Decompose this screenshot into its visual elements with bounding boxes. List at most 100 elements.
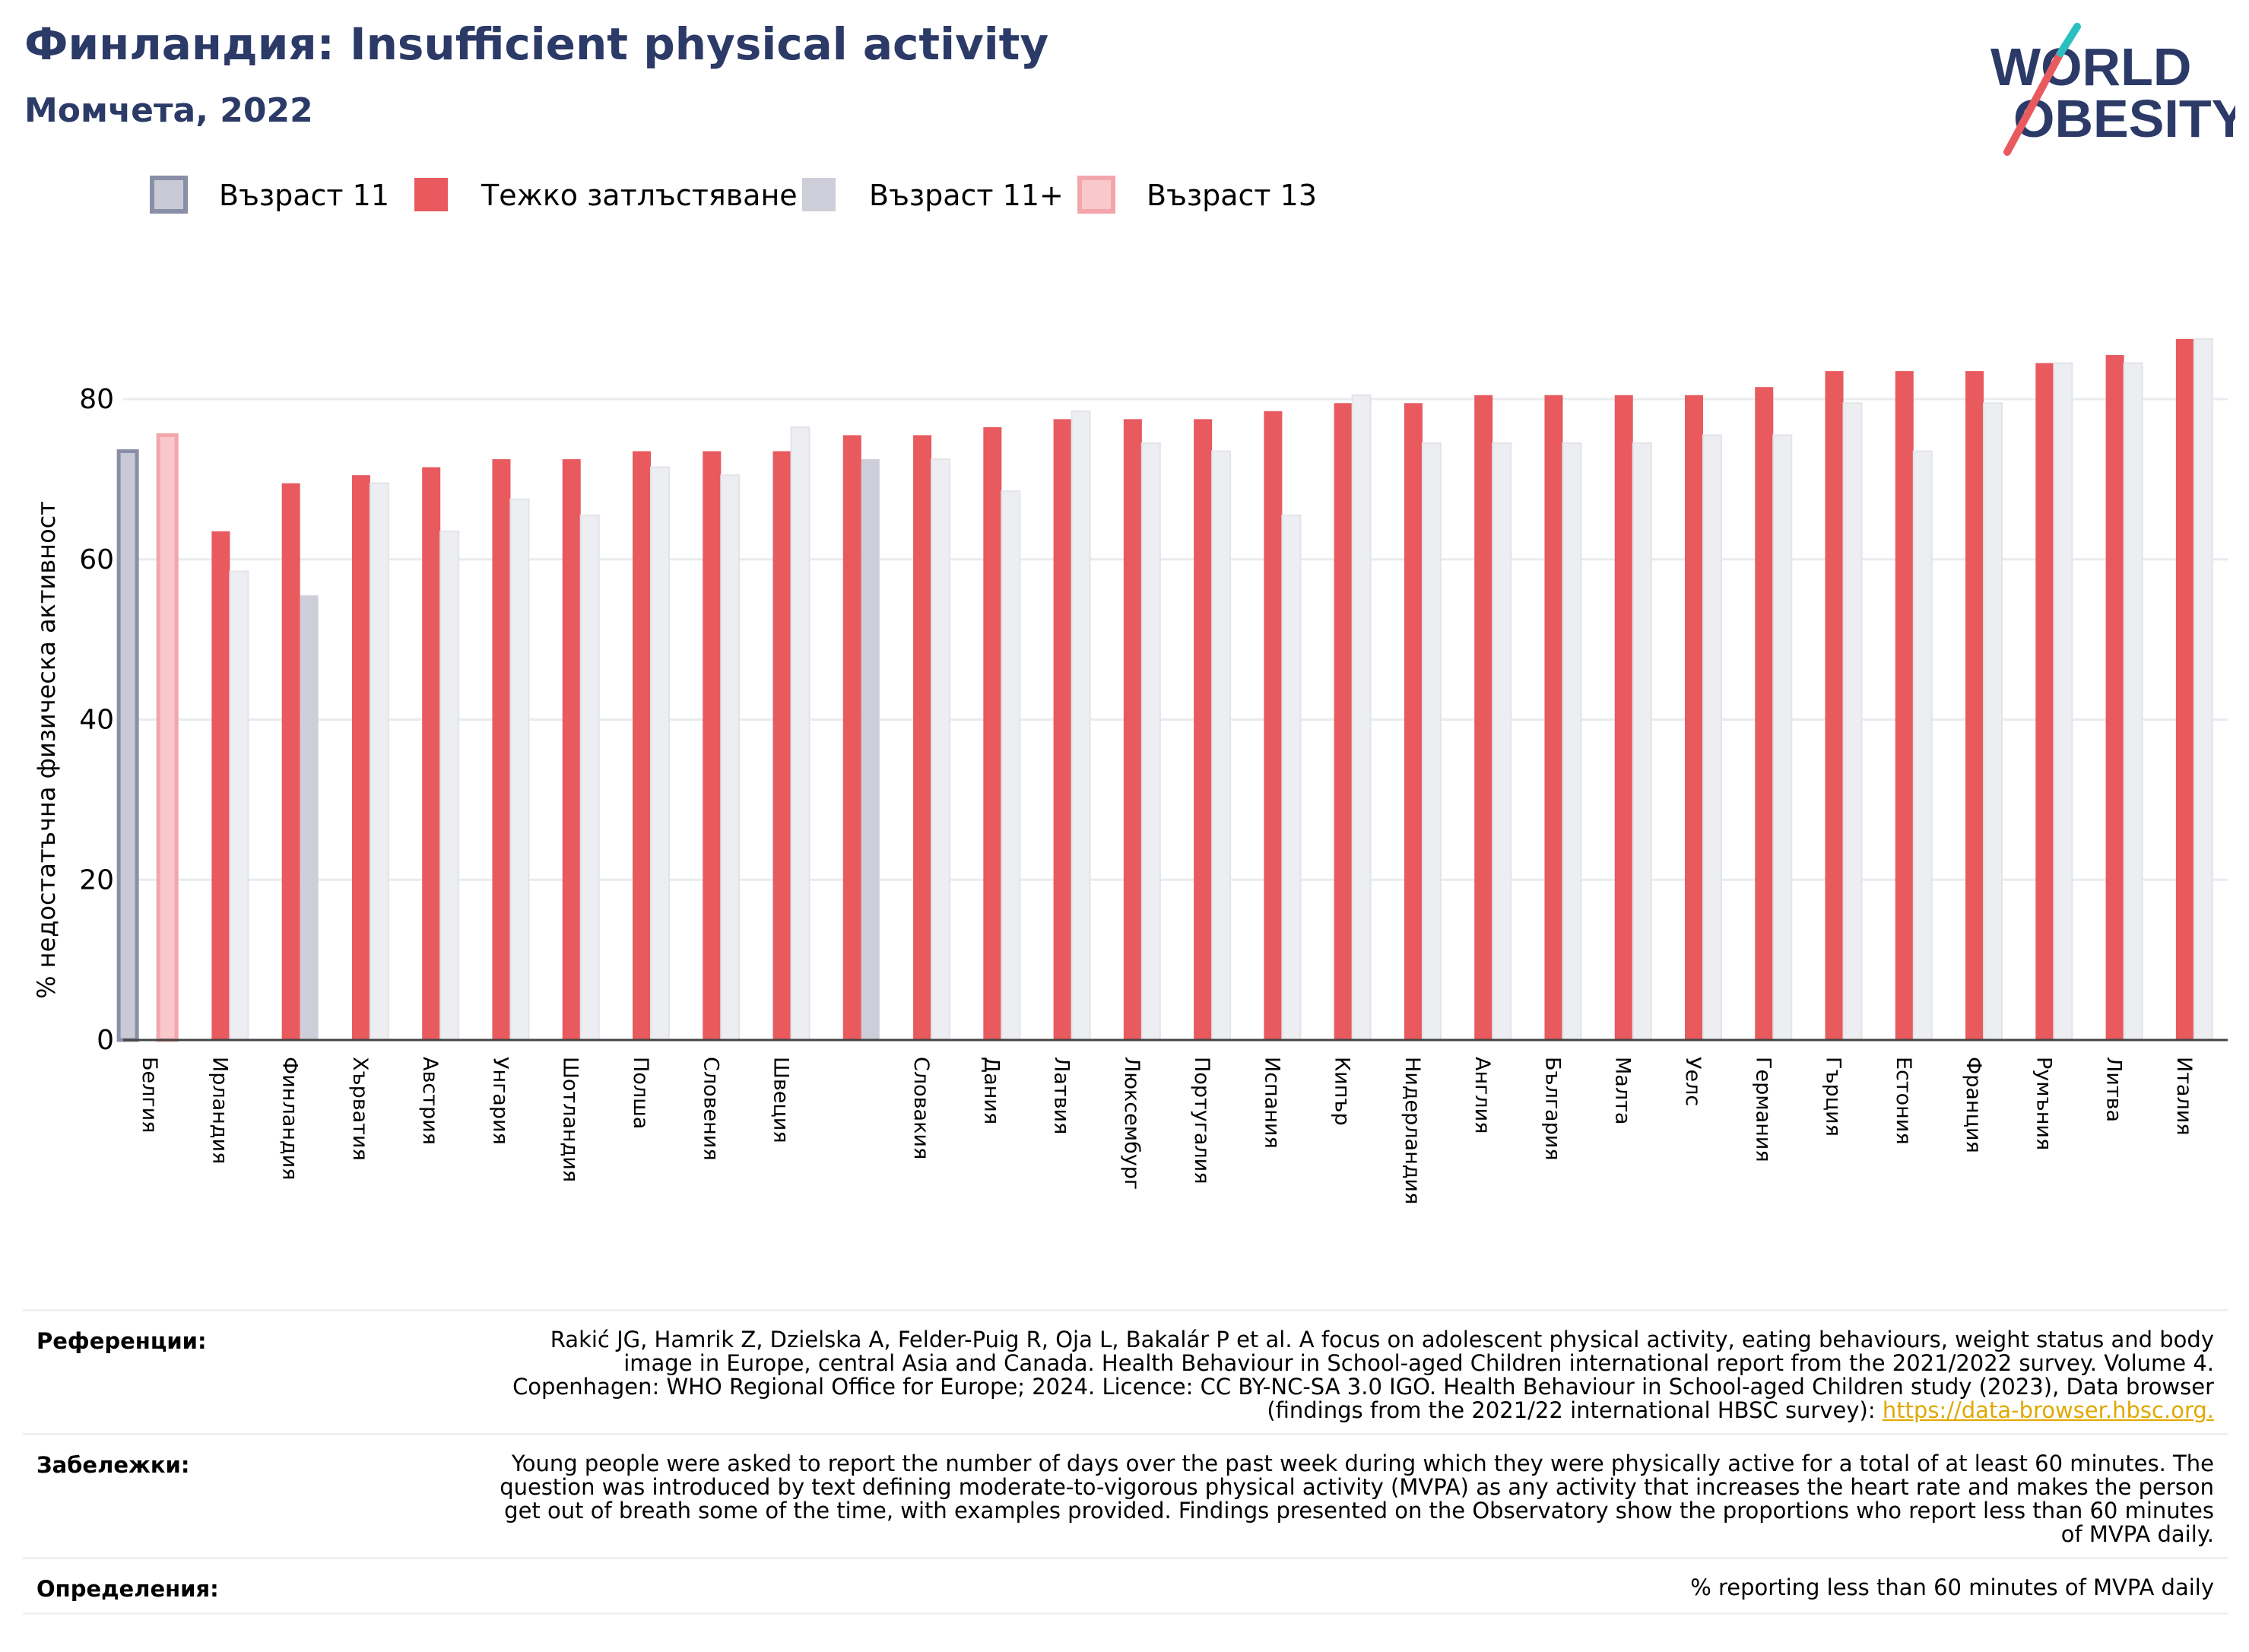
- bar-severe: [983, 426, 1002, 1040]
- x-tick-label: Шотландия: [559, 1057, 582, 1182]
- bar-age11plus: [1140, 442, 1161, 1041]
- bar-age11plus: [300, 595, 319, 1040]
- y-tick-label: 40: [79, 705, 114, 736]
- legend-label: Възраст 11+: [869, 179, 1064, 212]
- x-tick-label: Испания: [1260, 1057, 1283, 1149]
- bar-severe: [1053, 419, 1072, 1040]
- chart-title: Финландия: Insufficient physical activit…: [24, 18, 1049, 70]
- definitions-row: Определения: % reporting less than 60 mi…: [23, 1557, 2228, 1615]
- bar-severe: [422, 467, 441, 1040]
- bar-severe: [1123, 419, 1142, 1040]
- x-tick-label: Англия: [1470, 1057, 1494, 1134]
- x-tick-label: Кипър: [1331, 1057, 1354, 1126]
- grid-lines: [123, 398, 2228, 881]
- bar-age11plus: [1772, 434, 1793, 1041]
- bar-age11plus: [1421, 442, 1442, 1041]
- bar-age11plus: [1702, 434, 1722, 1041]
- x-tick-label: Хърватия: [348, 1057, 372, 1161]
- x-tick-label: Румъния: [2032, 1057, 2055, 1150]
- x-tick-label: Швеция: [769, 1057, 793, 1143]
- bar-age11plus: [1632, 442, 1652, 1041]
- notes-text: Young people were asked to report the nu…: [500, 1451, 2214, 1547]
- bar-age11plus: [2123, 362, 2143, 1041]
- bar-severe: [1614, 395, 1633, 1040]
- bar-severe: [1544, 395, 1563, 1040]
- x-tick-label: Франция: [1962, 1057, 1985, 1153]
- legend-swatch: [150, 176, 188, 214]
- references-link[interactable]: https://data-browser.hbsc.org.: [1882, 1397, 2214, 1423]
- x-tick-label: Гърция: [1822, 1057, 1845, 1137]
- bar-age11plus: [1842, 402, 1863, 1041]
- x-tick-label: Естония: [1892, 1057, 1915, 1145]
- axes: 0 20 40 60 80 % недостатъчна физическа активн…: [32, 384, 2228, 1204]
- bar-age11plus: [439, 530, 460, 1041]
- x-tick-label: Ирландия: [208, 1057, 231, 1164]
- legend-label: Тежко затлъстяване: [481, 179, 798, 212]
- x-tick-label: България: [1540, 1057, 1564, 1161]
- bar-severe: [492, 459, 511, 1040]
- bar-chart: 0 20 40 60 80 % недостатъчна физическа активн…: [32, 176, 2228, 1204]
- legend-label: Възраст 11: [219, 179, 389, 212]
- bar-severe: [1264, 411, 1283, 1040]
- references-label: Референции:: [36, 1328, 207, 1354]
- bar-age11plus: [1281, 514, 1302, 1041]
- bar-severe: [1755, 387, 1774, 1041]
- bar-age11plus: [1492, 442, 1512, 1041]
- bar-age11plus: [790, 426, 810, 1042]
- notes-label: Забележки:: [36, 1452, 190, 1478]
- bar-age11plus: [1351, 394, 1372, 1041]
- x-tick-label: Латвия: [1050, 1057, 1074, 1134]
- y-tick-label: 80: [79, 384, 114, 415]
- references-body: Rakić JG, Hamrik Z, Dzielska A, Felder-P…: [512, 1327, 2214, 1423]
- x-tick-label: Дания: [979, 1057, 1003, 1124]
- legend-swatch: [802, 178, 836, 211]
- bar-severe: [1825, 371, 1844, 1040]
- bar-severe: [633, 451, 651, 1040]
- bar-severe: [1895, 371, 1914, 1040]
- bars: [116, 338, 2213, 1042]
- bar-age11plus: [1001, 490, 1021, 1041]
- bar-age11plus: [369, 482, 389, 1041]
- info-table: Референции: Rakić JG, Hamrik Z, Dzielska…: [23, 1309, 2228, 1615]
- x-tick-label: Италия: [2172, 1057, 2196, 1136]
- bar-age11plus: [1912, 450, 1933, 1041]
- legend-swatch: [414, 178, 448, 211]
- bar-severe: [211, 531, 230, 1040]
- legend-label: Възраст 13: [1147, 179, 1317, 212]
- bar-age11plus: [1071, 410, 1091, 1041]
- bar-severe: [351, 475, 370, 1040]
- bar-severe: [703, 451, 722, 1040]
- bar-age11plus: [931, 458, 951, 1041]
- bar-severe: [842, 435, 861, 1040]
- bar-age11: [116, 449, 139, 1042]
- bar-severe: [913, 435, 932, 1040]
- bar-age11plus: [1211, 450, 1232, 1041]
- world-obesity-logo: WORLD OBESITY: [1990, 23, 2235, 156]
- bar-severe: [562, 459, 581, 1040]
- x-tick-label: Уелс: [1681, 1057, 1705, 1106]
- bar-age11plus: [861, 459, 880, 1040]
- x-tick-label: Унгария: [488, 1057, 512, 1145]
- bar-severe: [772, 451, 791, 1040]
- logo-slash-red: [2003, 49, 2064, 156]
- references-text: Rakić JG, Hamrik Z, Dzielska A, Felder-P…: [493, 1328, 2214, 1422]
- x-tick-label: Полша: [629, 1057, 652, 1129]
- bar-age11plus: [509, 498, 530, 1041]
- bar-severe: [1334, 403, 1353, 1040]
- y-tick-label: 0: [97, 1025, 114, 1056]
- legend: Възраст 11 Тежко затлъстяване Възраст 11+ В…: [150, 176, 1317, 214]
- bar-age11plus: [2053, 362, 2073, 1041]
- x-tick-label: Люксембург: [1120, 1057, 1144, 1190]
- bar-age13: [156, 433, 179, 1042]
- x-tick-label: Финландия: [278, 1057, 302, 1180]
- x-tick-label: Германия: [1751, 1057, 1775, 1162]
- logo-line1: WORLD: [1990, 37, 2191, 97]
- x-tick-label: Малта: [1611, 1057, 1635, 1124]
- bar-age11plus: [1983, 402, 2003, 1041]
- bar-severe: [2035, 363, 2054, 1040]
- y-tick-label: 60: [79, 544, 114, 576]
- bar-age11plus: [650, 466, 670, 1042]
- notes-row: Забележки: Young people were asked to re…: [23, 1433, 2228, 1557]
- bar-severe: [1965, 371, 1984, 1040]
- x-tick-label: Нидерландия: [1400, 1057, 1424, 1204]
